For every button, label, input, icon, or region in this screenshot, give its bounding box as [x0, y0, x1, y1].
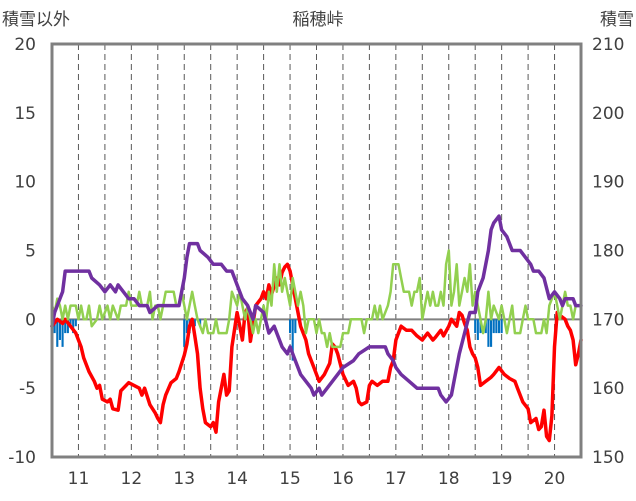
gridlines [52, 44, 581, 457]
right-axis-title: 積雪 [600, 10, 634, 30]
chart-title: 稲穂峠 [293, 10, 344, 30]
snowfall-bar [193, 319, 196, 327]
y-right-tick-label: 210 [592, 35, 624, 55]
snowfall-bar [69, 319, 72, 327]
right-y-tick-labels: 150 160 170 180 190 200 210 [592, 35, 624, 468]
y-left-tick-label: 10 [14, 173, 36, 193]
y-left-tick-label: -5 [19, 379, 36, 399]
snowfall-bar [61, 319, 64, 347]
x-tick-label: 17 [385, 469, 407, 489]
left-axis-title: 積雪以外 [2, 10, 70, 30]
x-tick-label: 18 [438, 469, 460, 489]
y-right-tick-label: 180 [592, 242, 624, 262]
x-tick-label: 14 [226, 469, 248, 489]
x-tick-label: 11 [68, 469, 90, 489]
snowfall-bar [490, 319, 493, 347]
snowfall-bar [56, 319, 59, 347]
snowfall-bar [72, 319, 75, 334]
y-right-tick-label: 150 [592, 448, 624, 468]
x-tick-label: 12 [121, 469, 143, 489]
snowfall-bar [183, 319, 186, 347]
x-tick-label: 13 [173, 469, 195, 489]
y-left-tick-label: 0 [25, 310, 36, 330]
snowfall-bar [64, 319, 67, 334]
x-tick-label: 15 [279, 469, 301, 489]
y-right-tick-label: 190 [592, 173, 624, 193]
snowfall-bar [484, 319, 487, 334]
series-line [50, 214, 583, 404]
x-tick-label: 16 [332, 469, 354, 489]
snowfall-bar [474, 319, 477, 334]
y-right-tick-label: 160 [592, 379, 624, 399]
left-y-tick-labels: -10 -5 0 5 10 15 20 [8, 35, 36, 468]
snowfall-bar [500, 319, 503, 334]
y-right-tick-label: 200 [592, 104, 624, 124]
snowfall-bar [479, 319, 482, 334]
y-left-tick-label: 5 [25, 242, 36, 262]
snowfall-bar [495, 319, 498, 334]
x-tick-label: 20 [544, 469, 566, 489]
snowfall-bar [288, 319, 292, 334]
snowfall-bar [185, 319, 188, 334]
snowfall-bar [74, 319, 77, 327]
series-line [50, 262, 583, 443]
y-right-tick-label: 170 [592, 310, 624, 330]
snowfall-bar [497, 319, 501, 334]
snowfall-bar [492, 319, 495, 334]
x-tick-labels: 11 12 13 14 15 16 17 18 19 20 [68, 469, 566, 489]
snowfall-bar [58, 319, 61, 340]
y-left-tick-label: 15 [14, 104, 36, 124]
snowfall-bar [53, 319, 56, 334]
y-left-tick-label: 20 [14, 35, 36, 55]
plot-frame [50, 42, 583, 459]
snowfall-bar [294, 319, 297, 334]
y-left-tick-label: -10 [8, 448, 36, 468]
snowfall-bar [66, 319, 69, 334]
x-tick-label: 19 [491, 469, 513, 489]
snowfall-bar [476, 319, 479, 340]
snowfall-bar [487, 319, 490, 347]
series-layer [50, 214, 583, 443]
snowfall-bar [291, 319, 294, 361]
